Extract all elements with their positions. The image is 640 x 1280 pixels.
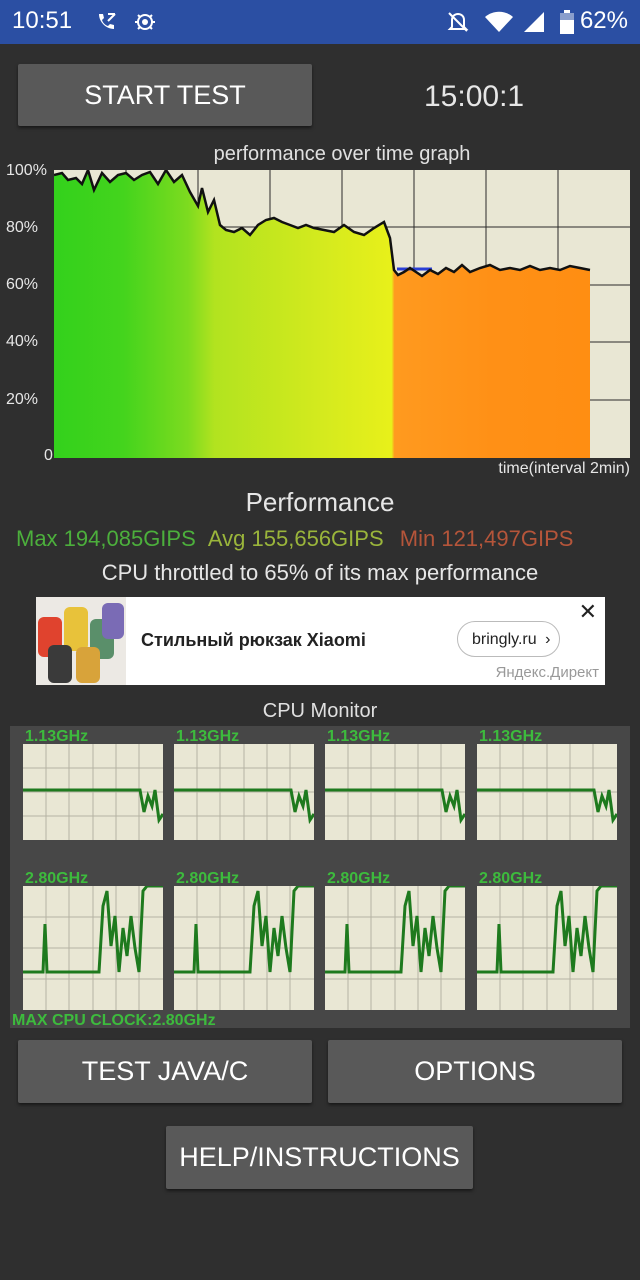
performance-heading: Performance: [245, 487, 395, 517]
y-tick-40: 40%: [6, 333, 39, 350]
cpu-core-graph: [174, 886, 314, 1010]
cpu-freq-label: 2.80GHz: [25, 870, 89, 887]
test-timer: 15:00:1: [424, 80, 525, 113]
bug-icon: [135, 14, 155, 30]
cpu-freq-label: 1.13GHz: [479, 728, 543, 745]
ad-banner[interactable]: Стильный рюкзак Xiaomi bringly.ru › ✕ Ян…: [36, 597, 605, 685]
cpu-core-graph: [325, 744, 465, 840]
battery-icon: [560, 10, 574, 34]
status-bar: 10:51 62%: [0, 0, 640, 44]
cpu-freq-label: 1.13GHz: [176, 728, 240, 745]
battery-percent: 62%: [579, 7, 628, 34]
throttle-message: CPU throttled to 65% of its max performa…: [101, 560, 539, 585]
status-time: 10:51: [12, 7, 73, 34]
cpu-core-graph: [174, 744, 314, 840]
cpu-core-graph: [325, 886, 465, 1010]
y-tick-100: 100%: [6, 162, 47, 179]
ad-source: Яндекс.Директ: [495, 664, 599, 681]
y-tick-60: 60%: [6, 276, 39, 293]
y-tick-0: 0: [44, 447, 53, 464]
signal-icon: [524, 12, 544, 32]
cpu-freq-label: 2.80GHz: [479, 870, 543, 887]
notifications-off-icon: [447, 12, 469, 32]
y-tick-20: 20%: [6, 391, 39, 408]
start-test-button[interactable]: START TEST: [18, 64, 312, 126]
ad-title: Стильный рюкзак Xiaomi: [141, 630, 366, 650]
cpu-freq-label: 2.80GHz: [176, 870, 240, 887]
wifi-icon: [485, 11, 513, 32]
cpu-freq-label: 1.13GHz: [25, 728, 89, 745]
cpu-freq-label: 1.13GHz: [327, 728, 391, 745]
cpu-monitor-title: CPU Monitor: [262, 700, 378, 722]
missed-call-icon: [99, 13, 116, 29]
close-icon[interactable]: ✕: [578, 599, 597, 624]
graph-x-label: time(interval 2min): [498, 460, 630, 477]
max-performance: Max 194,085GIPS: [16, 526, 196, 551]
performance-stats: Max 194,085GIPS Avg 155,656GIPS Min 121,…: [16, 526, 573, 552]
ad-link-button[interactable]: bringly.ru ›: [457, 621, 560, 657]
cpu-core-graph: [477, 744, 617, 840]
avg-performance: Avg 155,656GIPS: [207, 526, 384, 551]
cpu-freq-label: 2.80GHz: [327, 870, 391, 887]
cpu-core-graph: [23, 744, 163, 840]
graph-title: performance over time graph: [213, 143, 471, 165]
test-java-c-button[interactable]: TEST JAVA/C: [18, 1040, 312, 1103]
cpu-core-graph: [477, 886, 617, 1010]
y-tick-80: 80%: [6, 219, 39, 236]
performance-graph: [54, 170, 630, 458]
backpacks-image: [36, 597, 126, 685]
ad-link-label: bringly.ru: [472, 631, 537, 648]
min-performance: Min 121,497GIPS: [399, 526, 574, 551]
max-cpu-clock: MAX CPU CLOCK:2.80GHz: [12, 1012, 216, 1029]
help-instructions-button[interactable]: HELP/INSTRUCTIONS: [166, 1126, 473, 1189]
chevron-right-icon: ›: [545, 631, 551, 648]
options-button[interactable]: OPTIONS: [328, 1040, 622, 1103]
cpu-core-graph: [23, 886, 163, 1010]
